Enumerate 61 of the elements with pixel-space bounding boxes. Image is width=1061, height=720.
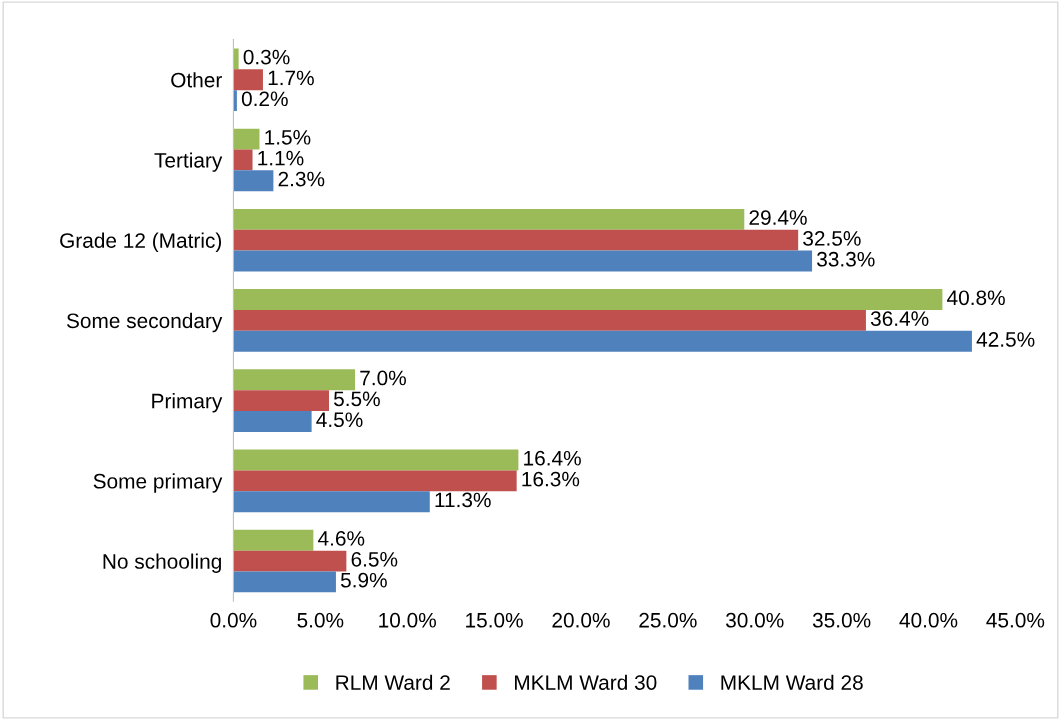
- y-tick-label: Grade 12 (Matric): [60, 232, 222, 253]
- x-tick-label: 15.0%: [466, 612, 523, 628]
- y-tick-label: Primary: [152, 393, 223, 413]
- bar: [233, 449, 519, 471]
- x-tick-label: 5.0%: [297, 612, 344, 628]
- bar: [233, 149, 253, 171]
- data-label: 0.2%: [241, 91, 288, 107]
- data-label: 5.5%: [333, 391, 380, 407]
- data-label: 7.0%: [360, 370, 406, 386]
- bar: [233, 289, 943, 310]
- bar: [233, 128, 260, 150]
- data-label: 1.1%: [258, 150, 304, 166]
- data-label: 4.5%: [316, 412, 363, 428]
- x-tick-label: 0.0%: [210, 612, 257, 628]
- legend-label: RLM Ward 2: [336, 674, 450, 690]
- data-label: 4.6%: [318, 531, 365, 546]
- bar: [233, 550, 347, 572]
- data-label: 5.9%: [340, 572, 387, 588]
- data-label: 11.3%: [435, 492, 491, 508]
- data-label: 29.4%: [749, 210, 807, 225]
- data-label: 42.5%: [976, 332, 1035, 347]
- bar: [233, 491, 430, 513]
- data-label: 16.4%: [524, 450, 581, 466]
- data-label: 36.4%: [870, 311, 929, 326]
- y-tick-label: Tertiary: [154, 152, 223, 172]
- x-tick-label: 10.0%: [379, 612, 436, 628]
- x-tick-label: 30.0%: [725, 612, 784, 628]
- legend-label: MKLM Ward 30: [515, 674, 657, 690]
- data-label: 6.5%: [351, 551, 398, 567]
- x-tick-label: 40.0%: [899, 612, 958, 628]
- bar: [233, 170, 274, 192]
- x-tick-label: 45.0%: [986, 612, 1045, 628]
- bar: [233, 229, 799, 251]
- y-tick-label: Some primary: [93, 473, 223, 493]
- bar: [233, 69, 263, 91]
- bar: [233, 48, 239, 70]
- data-label: 16.3%: [522, 471, 580, 487]
- bar: [233, 330, 972, 352]
- bar: [233, 411, 312, 432]
- bar: [233, 390, 329, 412]
- data-label: 33.3%: [817, 251, 875, 267]
- data-label: 1.5%: [265, 130, 311, 145]
- x-tick-label: 25.0%: [639, 612, 697, 628]
- bar: [233, 369, 356, 391]
- bar: [233, 309, 866, 331]
- data-label: 40.8%: [947, 290, 1005, 306]
- bar: [233, 208, 745, 230]
- data-label: 1.7%: [268, 70, 314, 86]
- y-tick-label: Other: [171, 72, 222, 88]
- data-label: 2.3%: [278, 171, 325, 187]
- y-tick-label: No schooling: [103, 553, 221, 573]
- bar: [233, 571, 336, 593]
- x-tick-label: 35.0%: [812, 612, 871, 628]
- bar: [233, 529, 314, 551]
- bar: [233, 470, 517, 492]
- bar: [233, 250, 813, 272]
- y-tick-label: Some secondary: [66, 312, 223, 333]
- x-tick-label: 20.0%: [552, 612, 610, 628]
- data-label: 0.3%: [243, 49, 290, 65]
- data-label: 32.5%: [803, 231, 861, 246]
- legend-label: MKLM Ward 28: [721, 674, 863, 690]
